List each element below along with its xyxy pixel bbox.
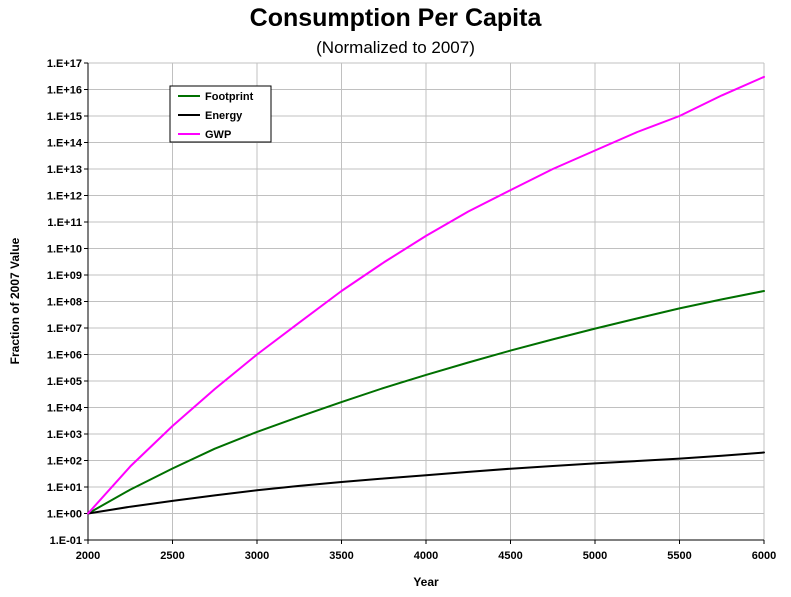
y-tick-label: 1.E+04 [47, 403, 83, 415]
series-line-energy [87, 451, 765, 515]
y-tick-labels: 1.E-01 1.E+00 1.E+01 1.E+02 1.E+03 1.E+04 1.E+… [47, 58, 88, 547]
y-tick-label: 1.E+13 [47, 164, 82, 176]
x-tick-label: 4500 [498, 550, 522, 562]
y-tick-label: 1.E+09 [47, 270, 82, 282]
x-tick-label: 5500 [667, 550, 691, 562]
legend-label-gwp: GWP [205, 129, 231, 141]
x-tick-label: 3500 [329, 550, 353, 562]
y-tick-label: 1.E+16 [47, 85, 82, 97]
x-tick-label: 5000 [583, 550, 607, 562]
series-line-gwp [87, 75, 765, 515]
y-axis-label: Fraction of 2007 Value [8, 237, 22, 364]
y-tick-label: 1.E+12 [47, 191, 82, 203]
legend-label-energy: Energy [205, 110, 243, 122]
x-tick-label: 4000 [414, 550, 438, 562]
y-tick-label: 1.E+07 [47, 323, 82, 335]
x-tick-labels: 2000 2500 3000 3500 4000 4500 5000 5500 6000 [76, 540, 776, 562]
x-tick-label: 2000 [76, 550, 100, 562]
y-tick-label: 1.E+01 [47, 482, 82, 494]
y-tick-label: 1.E+02 [47, 456, 82, 468]
y-tick-label: 1.E+17 [47, 58, 82, 70]
legend: Footprint Energy GWP [169, 85, 272, 143]
y-tick-label: 1.E+14 [47, 138, 83, 150]
y-tick-label: 1.E-01 [50, 535, 82, 547]
series-lines [87, 75, 765, 515]
y-tick-label: 1.E+03 [47, 429, 82, 441]
x-axis-label: Year [413, 575, 439, 589]
y-tick-label: 1.E+08 [47, 297, 82, 309]
y-tick-label: 1.E+10 [47, 244, 82, 256]
y-tick-label: 1.E+15 [47, 111, 82, 123]
y-tick-label: 1.E+00 [47, 509, 82, 521]
series-line-footprint [87, 290, 765, 515]
x-tick-label: 2500 [160, 550, 184, 562]
y-tick-label: 1.E+05 [47, 376, 82, 388]
y-tick-label: 1.E+11 [47, 217, 82, 229]
x-tick-label: 3000 [245, 550, 269, 562]
legend-label-footprint: Footprint [205, 91, 254, 103]
chart-title: Consumption Per Capita [249, 4, 542, 32]
chart-subtitle: (Normalized to 2007) [316, 38, 475, 57]
y-tick-label: 1.E+06 [47, 350, 82, 362]
x-tick-label: 6000 [752, 550, 776, 562]
